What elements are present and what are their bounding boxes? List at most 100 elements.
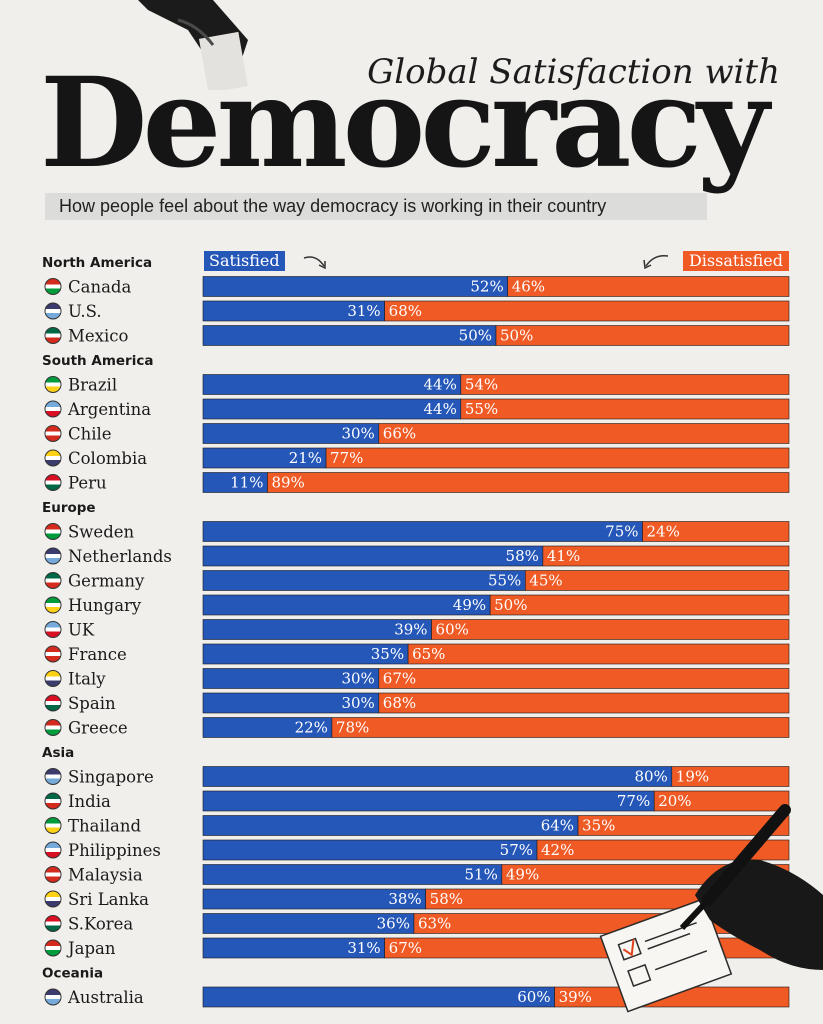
country-label: Malaysia: [68, 866, 143, 885]
label-dissatisfied: 60%: [436, 621, 469, 639]
region-label: South America: [42, 353, 153, 369]
bar-dissatisfied: [671, 766, 790, 787]
flag-icon: [44, 719, 62, 736]
flag-icon: [44, 988, 62, 1006]
label-dissatisfied: 50%: [494, 596, 527, 614]
label-satisfied: 35%: [371, 645, 404, 663]
label-satisfied: 44%: [423, 376, 456, 394]
country-label: Colombia: [68, 449, 147, 468]
bar-dissatisfied: [577, 815, 790, 836]
country-label: Japan: [66, 939, 116, 958]
label-dissatisfied: 65%: [412, 645, 445, 663]
bar-dissatisfied: [489, 594, 790, 616]
bar-satisfied: [202, 374, 462, 395]
label-satisfied: 30%: [341, 670, 374, 688]
flag-icon: [44, 841, 62, 859]
bar-dissatisfied: [378, 668, 790, 689]
label-satisfied: 44%: [423, 400, 456, 418]
label-dissatisfied: 67%: [389, 939, 422, 957]
label-satisfied: 31%: [347, 939, 380, 957]
label-satisfied: 75%: [605, 523, 638, 541]
label-dissatisfied: 55%: [465, 400, 498, 418]
label-dissatisfied: 41%: [547, 547, 580, 565]
label-satisfied: 30%: [341, 694, 374, 712]
hand-pen-illustration: [599, 804, 823, 1013]
country-label: Greece: [68, 719, 128, 738]
bar-dissatisfied: [524, 570, 790, 591]
bar-dissatisfied: [495, 325, 790, 346]
flag-icon: [44, 645, 62, 663]
label-satisfied: 49%: [453, 596, 486, 614]
flag-icon: [44, 890, 62, 908]
country-label: Hungary: [68, 596, 142, 615]
flag-icon: [44, 376, 62, 393]
flag-icon: [44, 621, 62, 638]
bar-dissatisfied: [331, 717, 790, 738]
label-satisfied: 55%: [488, 572, 521, 590]
label-dissatisfied: 49%: [506, 866, 539, 884]
label-satisfied: 11%: [230, 474, 263, 492]
label-satisfied: 51%: [465, 866, 498, 884]
bar-satisfied: [202, 594, 491, 616]
bar-satisfied: [202, 398, 462, 420]
flag-icon: [44, 302, 62, 320]
label-satisfied: 52%: [470, 278, 503, 296]
bar-dissatisfied: [653, 790, 790, 812]
label-dissatisfied: 19%: [676, 768, 709, 786]
flag-icon: [44, 474, 62, 491]
bar-dissatisfied: [536, 839, 790, 861]
country-label: Spain: [68, 694, 116, 713]
flag-icon: [44, 425, 62, 442]
bar-satisfied: [202, 864, 503, 885]
label-dissatisfied: 24%: [647, 523, 680, 541]
region-label: Europe: [42, 500, 96, 516]
bar-satisfied: [202, 986, 555, 1008]
bar-dissatisfied: [378, 423, 790, 444]
label-dissatisfied: 35%: [582, 817, 615, 835]
label-satisfied: 60%: [517, 988, 550, 1006]
bar-dissatisfied: [407, 643, 790, 665]
label-satisfied: 31%: [347, 302, 380, 320]
bar-dissatisfied: [460, 374, 790, 395]
bar-satisfied: [202, 839, 538, 861]
country-label: India: [68, 792, 111, 811]
bar-satisfied: [202, 815, 579, 836]
label-satisfied: 50%: [459, 327, 492, 345]
region-label: Asia: [42, 745, 74, 761]
country-label: Chile: [68, 425, 112, 444]
label-dissatisfied: 42%: [541, 841, 574, 859]
flag-icon: [44, 915, 62, 932]
bar-dissatisfied: [325, 447, 790, 469]
country-label: Peru: [68, 474, 107, 493]
bar-satisfied: [202, 570, 526, 591]
country-label: UK: [68, 621, 95, 640]
flag-icon: [44, 327, 62, 344]
flag-icon: [44, 817, 62, 834]
label-satisfied: 80%: [634, 768, 667, 786]
country-label: Sri Lanka: [68, 890, 149, 909]
label-satisfied: 22%: [295, 719, 328, 737]
flag-icon: [44, 596, 62, 614]
arrow-down-right-icon: [303, 256, 326, 270]
country-label: U.S.: [68, 302, 102, 321]
region-label: Oceania: [42, 966, 103, 982]
label-dissatisfied: 39%: [559, 988, 592, 1006]
bar-satisfied: [202, 766, 673, 787]
label-dissatisfied: 50%: [500, 327, 533, 345]
flag-icon: [44, 523, 62, 540]
title-line: Global Satisfaction with: [367, 52, 780, 92]
bar-satisfied: [202, 521, 643, 542]
label-satisfied: 58%: [506, 547, 539, 565]
bar-dissatisfied: [507, 276, 790, 297]
label-dissatisfied: 68%: [389, 302, 422, 320]
country-label: Singapore: [68, 768, 154, 787]
bar-dissatisfied: [460, 398, 790, 420]
country-label: Mexico: [68, 327, 128, 346]
label-dissatisfied: 78%: [336, 719, 369, 737]
flag-icon: [44, 792, 62, 810]
bar-dissatisfied: [384, 300, 790, 322]
label-satisfied: 64%: [541, 817, 574, 835]
flag-icon: [44, 866, 62, 883]
flag-icon: [44, 449, 62, 467]
